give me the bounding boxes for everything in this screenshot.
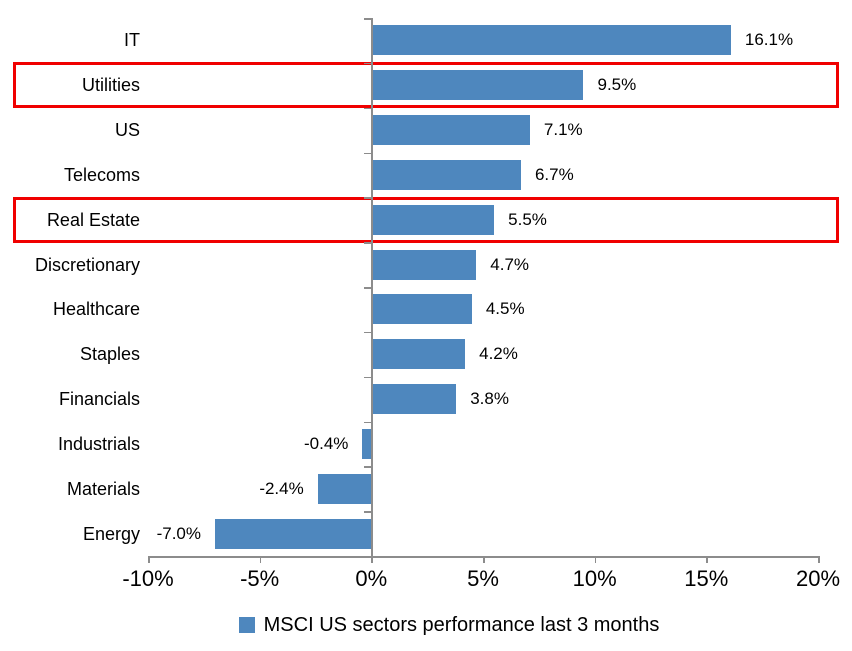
- category-tick: [364, 62, 372, 65]
- x-tick-label: 5%: [467, 566, 499, 591]
- category-tick: [364, 287, 372, 289]
- category-tick: [364, 421, 372, 423]
- value-label: 9.5%: [597, 75, 637, 95]
- x-tick: [594, 556, 597, 563]
- category-tick: [364, 197, 372, 199]
- category-label: Healthcare: [52, 299, 140, 320]
- x-tick: [818, 556, 820, 563]
- x-tick: [148, 556, 150, 563]
- bar: [371, 384, 457, 415]
- category-label: Utilities: [81, 75, 140, 96]
- value-label: 7.1%: [543, 120, 583, 140]
- bar: [371, 204, 495, 235]
- category-tick: [364, 376, 372, 379]
- category-tick: [364, 242, 372, 244]
- category-label: Financials: [58, 389, 140, 410]
- x-tick-label: 20%: [795, 566, 841, 591]
- category-label: Materials: [66, 478, 140, 499]
- bar: [371, 25, 731, 56]
- category-label: Discretionary: [34, 254, 140, 275]
- x-tick: [259, 556, 262, 563]
- bar: [371, 294, 472, 325]
- category-tick: [364, 18, 372, 20]
- category-tick: [364, 511, 372, 513]
- x-tick: [706, 556, 708, 563]
- legend-label: MSCI US sectors performance last 3 month…: [263, 614, 660, 636]
- category-tick: [364, 107, 372, 110]
- bar: [371, 339, 466, 370]
- x-tick: [371, 556, 373, 563]
- bar: [317, 473, 372, 504]
- value-label: 4.5%: [485, 299, 525, 319]
- category-label: US: [114, 120, 140, 141]
- x-tick: [483, 556, 485, 563]
- category-tick: [364, 466, 372, 468]
- value-label: 16.1%: [744, 30, 794, 50]
- x-tick-label: 10%: [572, 566, 617, 591]
- category-label: IT: [124, 30, 140, 51]
- bar: [362, 428, 372, 459]
- legend: MSCI US sectors performance last 3 month…: [0, 613, 852, 637]
- x-tick-label: 0%: [355, 566, 388, 591]
- value-label: 3.8%: [470, 389, 509, 409]
- legend-swatch: [238, 617, 255, 633]
- value-label: -0.4%: [303, 433, 349, 453]
- bar: [371, 70, 584, 101]
- value-label: 4.7%: [490, 254, 530, 274]
- category-label: Staples: [79, 344, 140, 365]
- x-tick-label: 15%: [684, 566, 729, 591]
- category-label: Real Estate: [46, 209, 140, 230]
- bar: [371, 115, 530, 146]
- value-label: -7.0%: [156, 523, 201, 543]
- bar: [371, 159, 521, 190]
- category-tick: [364, 152, 372, 154]
- x-tick-label: -10%: [122, 566, 174, 591]
- y-axis-line: [371, 18, 373, 556]
- value-label: 5.5%: [508, 209, 547, 229]
- category-label: Telecoms: [63, 164, 140, 185]
- category-tick: [364, 331, 372, 334]
- value-label: 6.7%: [534, 164, 574, 184]
- category-label: Industrials: [57, 433, 140, 454]
- category-label: Energy: [82, 523, 140, 544]
- bar: [371, 249, 477, 280]
- value-label: 4.2%: [479, 344, 518, 364]
- value-label: -2.4%: [259, 478, 304, 498]
- bar: [215, 518, 372, 549]
- x-tick-label: -5%: [240, 566, 280, 591]
